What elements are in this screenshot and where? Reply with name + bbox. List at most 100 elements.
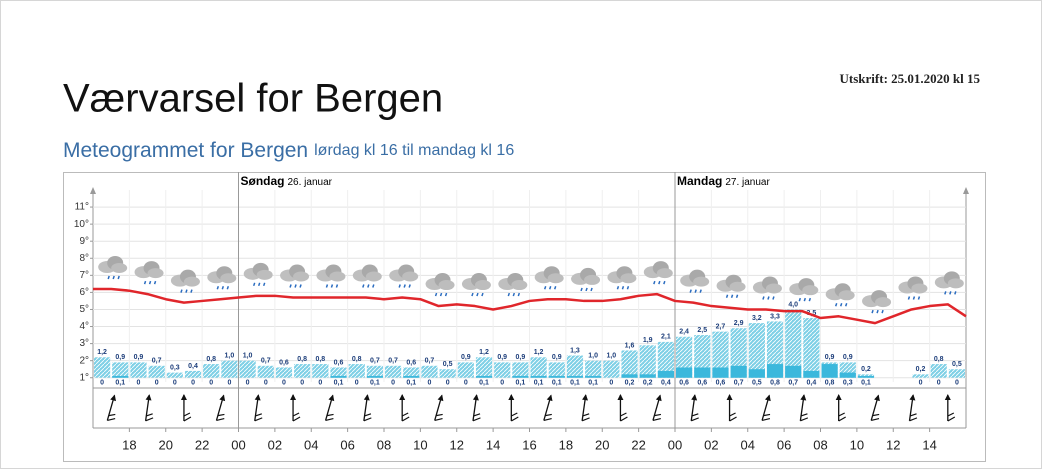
wind-barb bbox=[216, 413, 225, 422]
precip-max-label: 0,7 bbox=[425, 358, 435, 365]
precip-max-label: 0,9 bbox=[825, 354, 835, 361]
precip-max-label: 0,9 bbox=[843, 354, 853, 361]
cloud-part bbox=[511, 280, 528, 291]
wind-barb bbox=[434, 413, 443, 422]
y-tick-label: 10° bbox=[74, 219, 89, 230]
day-label: Mandag 27. januar bbox=[677, 174, 770, 188]
rain-drops bbox=[434, 292, 448, 297]
precip-max-label: 0,2 bbox=[916, 366, 926, 373]
cloud-part bbox=[365, 271, 382, 282]
cloud-part bbox=[402, 271, 419, 282]
cloud-part bbox=[584, 274, 601, 285]
wind-arrow bbox=[908, 394, 918, 422]
weather-icon bbox=[461, 273, 491, 297]
precip-min-label: 0,1 bbox=[479, 380, 489, 387]
precip-max-bar bbox=[221, 360, 238, 378]
weather-icon bbox=[352, 264, 382, 288]
y-tick-label: 4° bbox=[79, 321, 89, 332]
precip-max-bar bbox=[257, 365, 274, 378]
wind-arrow bbox=[690, 394, 699, 422]
wind-arrow bbox=[324, 394, 335, 422]
precip-max-bar bbox=[748, 323, 765, 378]
weather-icon bbox=[425, 273, 455, 297]
precip-max-label: 0,9 bbox=[115, 354, 125, 361]
precip-max-label: 0,4 bbox=[188, 363, 198, 370]
precip-min-label: 0,1 bbox=[570, 380, 580, 387]
subtitle-range: lørdag kl 16 til mandag kl 16 bbox=[314, 142, 514, 159]
wind-arrow bbox=[652, 394, 662, 422]
wind-barb bbox=[325, 413, 334, 422]
rain-drops bbox=[689, 289, 702, 293]
precip-min-bar bbox=[712, 367, 729, 378]
x-tick-label: 04 bbox=[741, 437, 755, 452]
precip-min-label: 0 bbox=[155, 380, 159, 387]
precip-max-bar bbox=[475, 357, 493, 378]
wind-arrow bbox=[508, 394, 519, 422]
rain-drops bbox=[725, 294, 739, 298]
precip-max-label: 1,0 bbox=[588, 353, 598, 360]
cloud-part bbox=[293, 271, 310, 282]
precip-min-label: 0,4 bbox=[661, 380, 671, 387]
cloud-part bbox=[329, 271, 346, 282]
wind-barb bbox=[800, 413, 809, 422]
precip-max-bar bbox=[385, 365, 402, 378]
y-tick-label: 8° bbox=[79, 253, 89, 264]
wind-arrow bbox=[180, 394, 192, 422]
weather-icon bbox=[716, 274, 746, 298]
precip-max-label: 2,9 bbox=[734, 320, 744, 327]
wind-head bbox=[180, 394, 187, 400]
wind-head bbox=[909, 394, 916, 401]
subtitle: Meteogrammet for Bergen lørdag kl 16 til … bbox=[63, 139, 514, 162]
wind-barb bbox=[511, 412, 519, 422]
precip-min-label: 0 bbox=[137, 380, 141, 387]
wind-head bbox=[874, 394, 880, 402]
weather-icon bbox=[571, 267, 601, 292]
wind-barb bbox=[620, 412, 628, 422]
x-tick-label: 10 bbox=[850, 437, 864, 452]
precip-min-label: 0,3 bbox=[843, 380, 853, 387]
wind-barb bbox=[363, 413, 372, 422]
precip-min-label: 0,1 bbox=[115, 380, 125, 387]
wind-arrow bbox=[144, 394, 154, 422]
wind-arrow bbox=[472, 394, 481, 422]
precip-min-label: 0 bbox=[282, 380, 286, 387]
wind-head bbox=[472, 394, 479, 401]
precip-max-bar bbox=[621, 350, 638, 378]
chart-frame bbox=[63, 172, 986, 462]
rain-drops bbox=[289, 284, 302, 288]
precip-max-bar bbox=[239, 360, 256, 378]
precip-min-label: 0 bbox=[355, 380, 359, 387]
precip-max-label: 0,3 bbox=[170, 364, 180, 371]
weather-icon bbox=[862, 290, 892, 314]
precip-min-bar bbox=[821, 364, 838, 378]
rain-drops bbox=[580, 287, 593, 292]
wind-barb bbox=[401, 412, 410, 422]
precip-max-bar bbox=[603, 360, 620, 378]
wind-arrow bbox=[726, 394, 737, 422]
cloud-part bbox=[693, 276, 710, 287]
x-tick-label: 10 bbox=[413, 437, 427, 452]
weather-icon bbox=[134, 261, 164, 285]
precip-min-bar bbox=[112, 376, 129, 378]
precip-min-bar bbox=[730, 365, 747, 378]
precip-max-label: 2,7 bbox=[716, 323, 726, 330]
precip-max-label: 2,5 bbox=[697, 327, 707, 334]
precip-max-bar bbox=[403, 367, 420, 378]
day-name: Mandag bbox=[677, 174, 722, 188]
precip-max-label: 1,9 bbox=[643, 337, 653, 344]
precip-max-bar bbox=[348, 364, 365, 378]
cloud-part bbox=[838, 290, 855, 301]
precip-min-bar bbox=[475, 376, 493, 378]
precip-min-label: 0,7 bbox=[734, 380, 744, 387]
precip-min-label: 0,2 bbox=[643, 380, 653, 387]
precip-min-label: 0,8 bbox=[770, 380, 780, 387]
cloud-part bbox=[438, 280, 455, 291]
precip-min-bar bbox=[566, 376, 584, 378]
rain-drops bbox=[180, 289, 193, 293]
rain-drops bbox=[143, 280, 157, 285]
precip-min-label: 0,6 bbox=[697, 380, 707, 387]
precip-max-label: 0,9 bbox=[552, 354, 562, 361]
wind-arrow bbox=[870, 394, 880, 422]
precip-max-bar bbox=[203, 364, 220, 378]
weather-icon bbox=[789, 278, 819, 302]
